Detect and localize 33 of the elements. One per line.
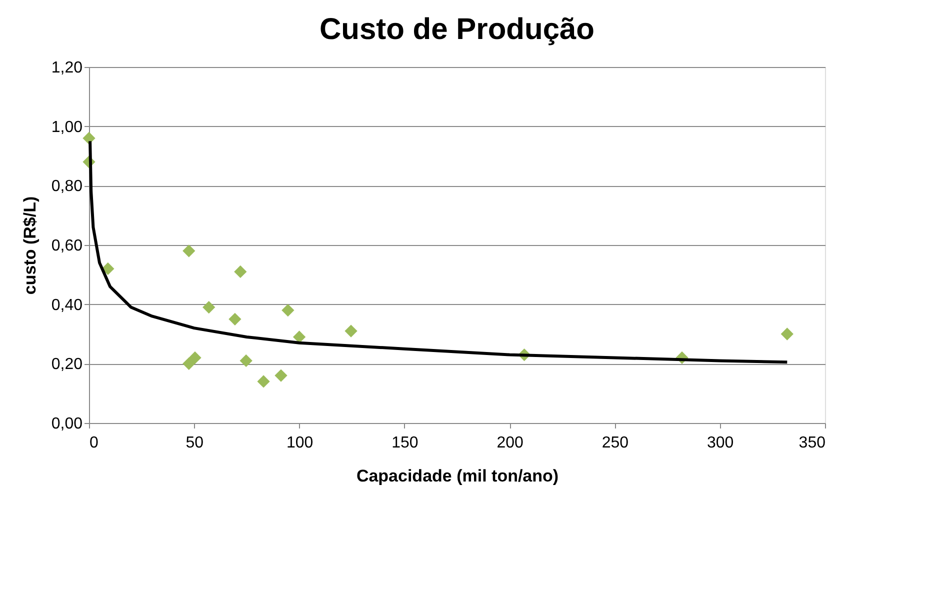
point bbox=[282, 304, 294, 317]
y-tick-label: 1,20 bbox=[51, 60, 83, 76]
point bbox=[257, 375, 270, 388]
point bbox=[202, 300, 216, 314]
y-tick-label: 0,60 bbox=[51, 238, 83, 254]
y-tick-label: 1,00 bbox=[51, 118, 83, 136]
point bbox=[182, 244, 196, 258]
point bbox=[274, 369, 288, 382]
x-tick-label: 200 bbox=[496, 434, 524, 452]
x-tick-label: 0 bbox=[90, 434, 98, 452]
x-tick-label: 300 bbox=[707, 434, 734, 452]
point bbox=[240, 354, 252, 368]
x-tick-label: 100 bbox=[286, 434, 314, 452]
y-tick-label: 0,20 bbox=[51, 356, 83, 374]
point bbox=[228, 312, 242, 326]
point bbox=[182, 357, 196, 370]
y-axis-title: custo (R$/L) bbox=[20, 196, 40, 295]
x-tick-label: 350 bbox=[798, 434, 826, 452]
point bbox=[82, 132, 96, 145]
x-axis-title: Capacidade (mil ton/ano) bbox=[356, 466, 559, 486]
point bbox=[234, 265, 247, 278]
point bbox=[780, 328, 794, 340]
point bbox=[188, 351, 202, 364]
x-tick-label: 150 bbox=[392, 434, 418, 452]
point bbox=[102, 262, 114, 276]
y-tick-label: 0,80 bbox=[51, 178, 83, 196]
x-tick-label: 250 bbox=[602, 434, 629, 452]
y-tick-label: 0,40 bbox=[51, 296, 83, 314]
x-tick-label: 50 bbox=[186, 434, 204, 452]
chart-title: Custo de Produção bbox=[319, 13, 595, 46]
point bbox=[292, 330, 306, 344]
y-tick-label: 0,00 bbox=[51, 416, 83, 432]
point bbox=[344, 324, 358, 338]
